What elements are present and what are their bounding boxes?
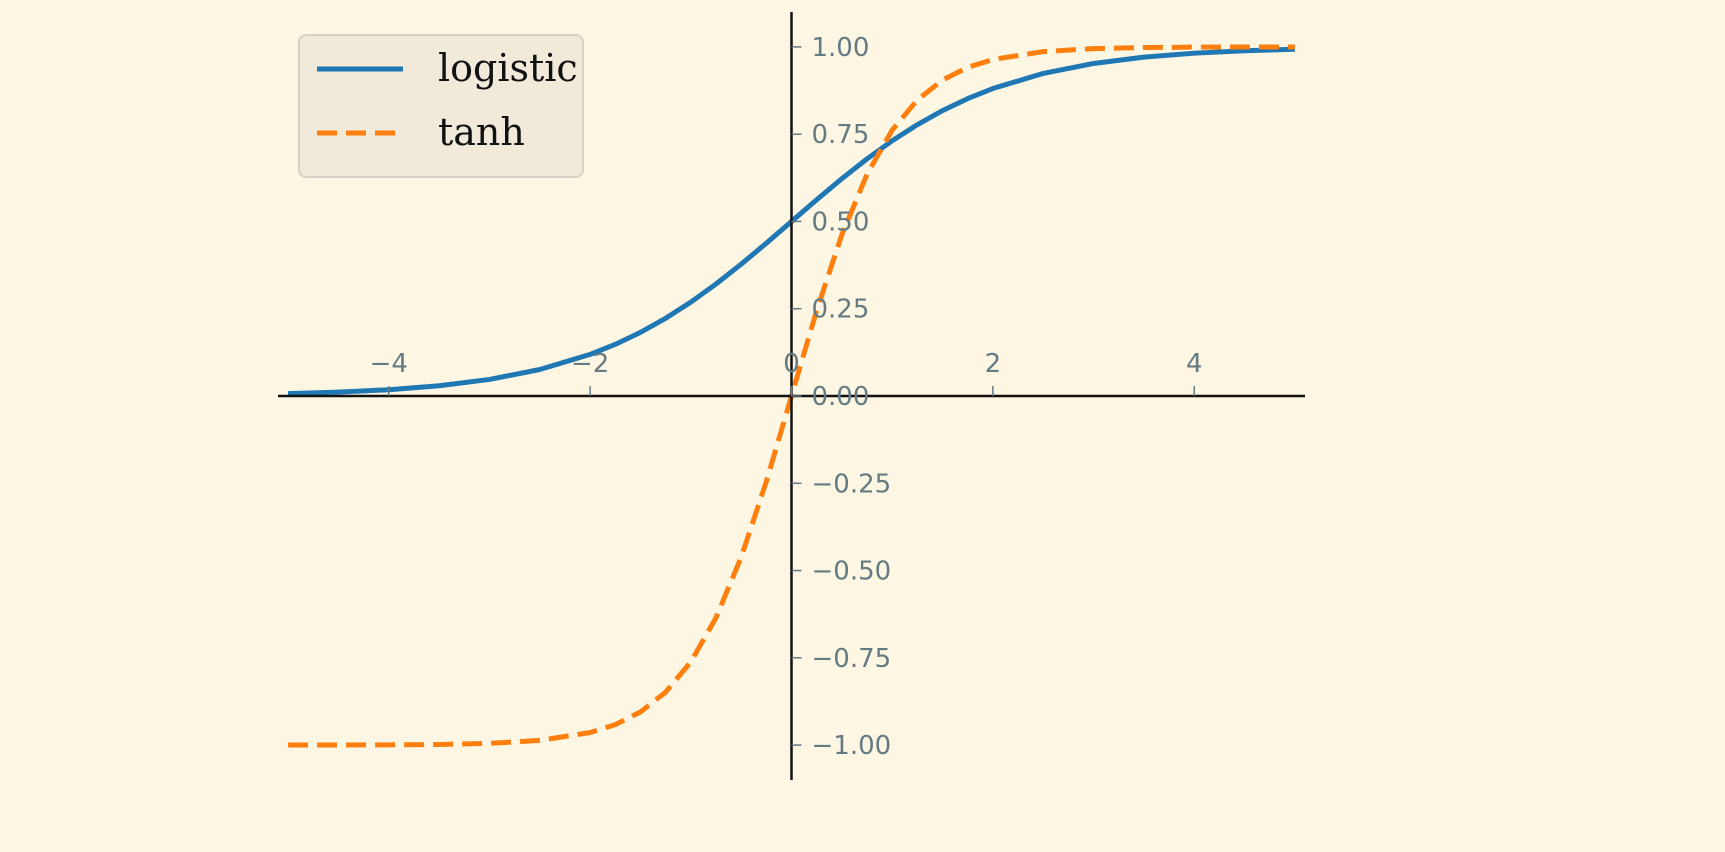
y-tick-label: 0.50 [812, 207, 870, 237]
y-tick-label: −0.50 [812, 557, 892, 587]
y-tick-label: 1.00 [812, 33, 870, 63]
x-tick-label: −2 [571, 349, 609, 379]
x-tick-label: 2 [985, 349, 1002, 379]
x-tick-label: 4 [1186, 349, 1203, 379]
y-tick-label: −0.25 [812, 469, 892, 499]
axes-layer: −4 −2 0 2 4 1.00 0.75 0.50 0.25 0.00 −0.25 −0.50 −0.… [278, 12, 1305, 780]
y-tick-label: 0.00 [812, 382, 870, 412]
y-tick-label: −0.75 [812, 644, 892, 674]
x-tick-label: 0 [783, 349, 800, 379]
legend: logistic tanh [298, 34, 584, 178]
y-tick-label: 0.25 [812, 295, 870, 325]
x-tick-label: −4 [370, 349, 408, 379]
legend-label-logistic: logistic [438, 46, 578, 90]
legend-label-tanh: tanh [438, 110, 525, 154]
y-tick-label: −1.00 [812, 731, 892, 761]
y-tick-label: 0.75 [812, 120, 870, 150]
